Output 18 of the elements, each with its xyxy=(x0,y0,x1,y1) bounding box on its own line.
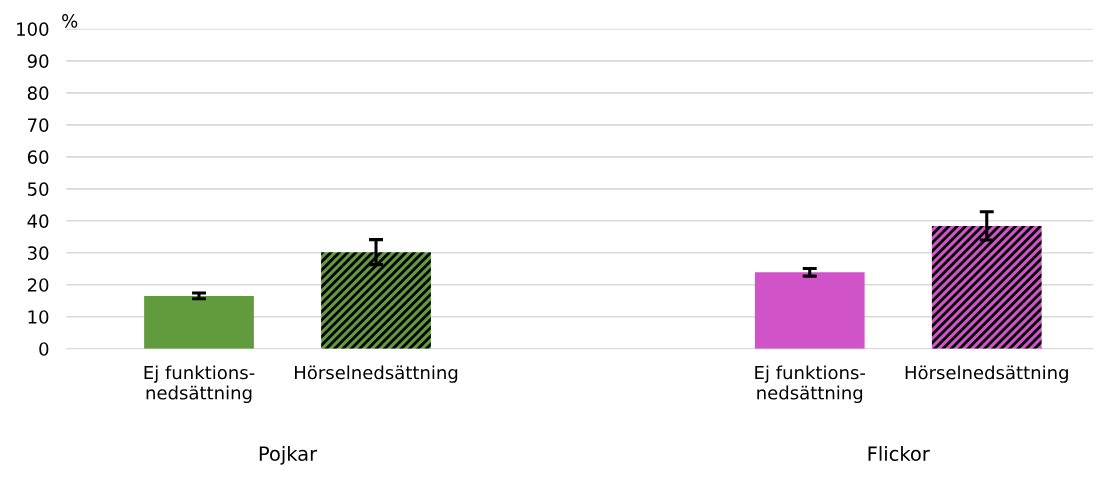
y-tick-label: 30 xyxy=(27,246,49,260)
y-tick-label: 100 xyxy=(17,22,49,36)
text: Flickor xyxy=(868,445,930,461)
y-axis-title: % xyxy=(62,14,78,28)
x-tick-label: Ej funktions- nedsättning xyxy=(144,365,255,404)
y-tick-label: 40 xyxy=(27,214,49,228)
x-tick-label: Hörselnedsättning xyxy=(905,365,1068,383)
y-tick-label: 10 xyxy=(28,310,49,324)
y-tick-label: 20 xyxy=(27,278,49,292)
y-tick-label: 60 xyxy=(27,150,49,164)
y-tick-label: 90 xyxy=(27,54,49,68)
y-tick-label: 50 xyxy=(27,182,49,196)
text: Pojkar xyxy=(259,445,318,465)
y-tick-label: 0 xyxy=(39,342,49,356)
y-tick-label: 70 xyxy=(28,118,49,132)
x-tick-label: Ej funktions- nedsättning xyxy=(755,365,866,404)
y-tick-label: 80 xyxy=(27,86,49,100)
x-tick-label: Hörselnedsättning xyxy=(295,365,458,383)
